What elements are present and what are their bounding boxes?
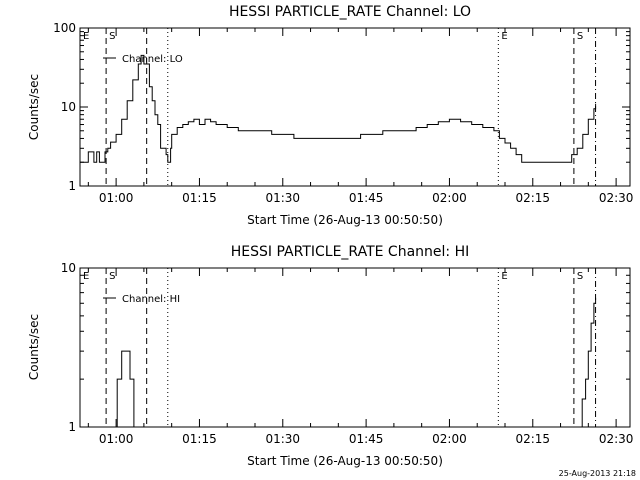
event-marker-label: E [83,271,89,282]
y-tick-label: 100 [53,21,76,35]
y-axis-ticks: 1 10 100 [53,21,630,193]
series-hi [115,297,597,428]
legend: Channel: HI [103,294,180,305]
event-marker-label: S [577,31,583,42]
legend: Channel: LO [103,54,183,65]
event-marker-label: E [83,31,89,42]
data-line [115,350,135,428]
x-tick-label: 01:45 [349,432,384,446]
data-line [580,297,597,428]
x-tick-label: 01:00 [99,432,134,446]
x-axis-label: Start Time (26-Aug-13 00:50:50) [247,454,443,468]
y-tick-label: 10 [61,100,76,114]
legend-label: Channel: HI [122,294,180,305]
chart-title: HESSI PARTICLE_RATE Channel: HI [231,244,469,260]
x-tick-label: 02:15 [515,191,550,205]
event-marker-label: S [109,31,115,42]
panel-lo: HESSI PARTICLE_RATE Channel: LO E S E S Cha… [27,4,633,227]
x-axis-label: Start Time (26-Aug-13 00:50:50) [247,213,443,227]
x-tick-label: 02:30 [599,191,634,205]
y-tick-label: 10 [61,261,76,275]
event-marker-label: S [577,271,583,282]
x-tick-label: 01:00 [99,191,134,205]
x-axis-ticks: 01:00 01:15 01:30 01:45 02:00 02:15 02:30 [87,28,634,205]
data-line [80,54,597,163]
y-tick-label: 1 [68,420,76,434]
x-tick-label: 01:15 [182,191,217,205]
x-tick-label: 01:15 [182,432,217,446]
legend-label: Channel: LO [122,54,183,65]
event-marker-label: S [109,271,115,282]
y-tick-label: 1 [68,179,76,193]
x-tick-label: 02:00 [432,432,467,446]
x-tick-label: 02:30 [599,432,634,446]
series-lo [80,54,597,163]
x-tick-label: 02:00 [432,191,467,205]
footer-timestamp: 25-Aug-2013 21:18 [559,469,636,478]
x-tick-label: 01:30 [265,432,300,446]
event-marker-label: E [501,271,507,282]
y-axis-label: Counts/sec [27,314,41,380]
x-tick-label: 02:15 [515,432,550,446]
panel-hi: HESSI PARTICLE_RATE Channel: HI E S E S Cha… [27,244,633,468]
plot-frame [79,267,631,428]
y-axis-label: Counts/sec [27,74,41,140]
y-axis-ticks: 1 10 [61,261,630,434]
x-tick-label: 01:45 [349,191,384,205]
event-marker-label: E [501,31,507,42]
x-axis-ticks: 01:00 01:15 01:30 01:45 02:00 02:15 02:30 [87,268,634,446]
chart-title: HESSI PARTICLE_RATE Channel: LO [229,4,471,20]
x-tick-label: 01:30 [265,191,300,205]
